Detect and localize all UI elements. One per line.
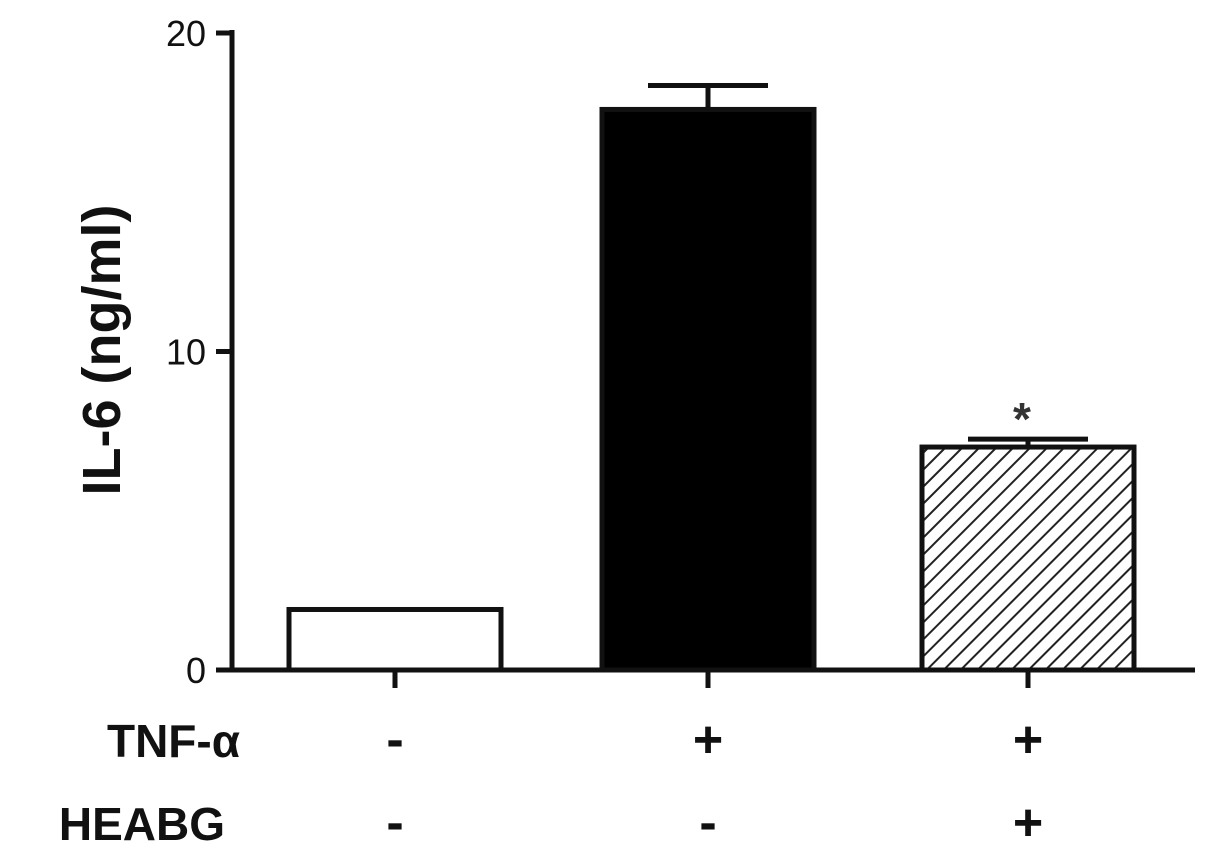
treatment-rows: TNF-α - + + HEABG - - + [59, 711, 1043, 852]
treatment-sign: - [699, 794, 716, 852]
bar [286, 606, 504, 673]
treatment-sign: - [386, 711, 403, 769]
treatment-sign: - [386, 794, 403, 852]
treatment-sign: + [693, 711, 723, 769]
significance-marker: * [1013, 393, 1031, 445]
treatment-sign: + [1013, 711, 1043, 769]
x-ticks [392, 670, 1031, 688]
bar [919, 444, 1137, 673]
bars: * [286, 83, 1137, 673]
treatment-row-label: HEABG [59, 798, 225, 850]
y-ticks: 0 10 20 [166, 13, 232, 691]
treatment-row-label: TNF-α [107, 715, 240, 767]
y-tick-label: 0 [186, 650, 206, 691]
treatment-sign: + [1013, 794, 1043, 852]
y-tick-label: 10 [166, 332, 206, 373]
y-axis-label: IL-6 (ng/ml) [72, 205, 132, 496]
y-tick-label: 20 [166, 13, 206, 54]
bar [599, 106, 817, 673]
